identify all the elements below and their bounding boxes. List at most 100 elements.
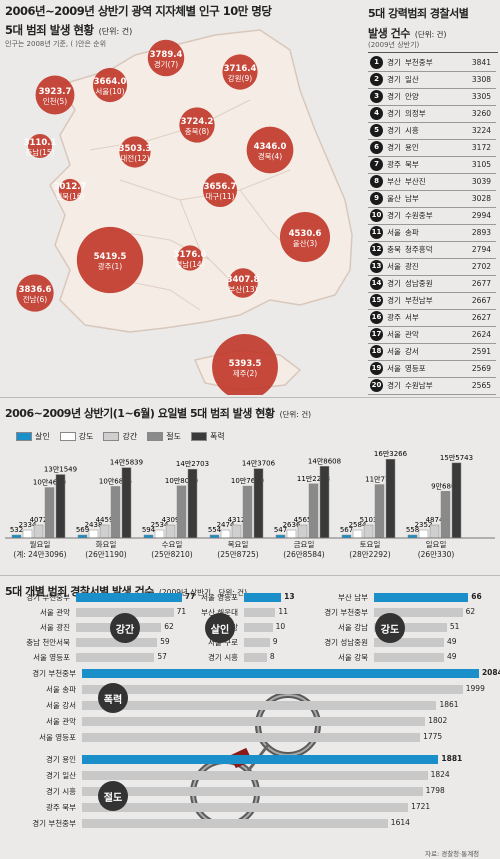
weekday-day: 수요일 bbox=[161, 540, 183, 549]
weekday-bar bbox=[253, 468, 264, 539]
weekday-bar-label: 10만4609 bbox=[33, 478, 66, 487]
weekday-bar-label: 15만5743 bbox=[440, 453, 473, 462]
rank-row: 8 부산 부산진 3039 bbox=[368, 172, 496, 191]
station-label: 경기 용인 bbox=[46, 755, 76, 764]
station-value: 1802 bbox=[428, 716, 448, 725]
crime-badge: 살인 bbox=[205, 613, 235, 643]
weekday-total: (28만2292) bbox=[349, 550, 391, 559]
weekday-bar bbox=[319, 466, 330, 539]
rank-count: 2702 bbox=[471, 261, 491, 271]
weekday-bar-label: 4565 bbox=[294, 516, 312, 524]
station-period: (2009년 상반기, bbox=[158, 588, 214, 597]
legend-item: 폭력 bbox=[190, 431, 225, 442]
map-bubble: 3110.1충남(15) bbox=[24, 133, 56, 159]
rank-section: 5대 강력범죄 경찰서별 발생 건수 (단위: 건) (2009년 상반기) 1… bbox=[366, 0, 500, 395]
bubble-circle bbox=[92, 67, 128, 103]
weekday-bar-label: 14만5839 bbox=[110, 458, 143, 467]
rank-station: 수원중부 bbox=[405, 210, 433, 220]
weekday-bar-label: 4874 bbox=[426, 516, 444, 524]
rank-count: 2627 bbox=[471, 312, 491, 322]
bubble-value: 3716.4 bbox=[224, 64, 257, 74]
map-bubble: 3176.6경남(14) bbox=[174, 245, 207, 271]
legend-item: 강간 bbox=[103, 431, 137, 442]
korea-map: 3789.4경기(7) 3716.4강원(9) 3664.0서울(10) 3923.7… bbox=[16, 29, 353, 395]
rank-number: 4 bbox=[370, 106, 383, 120]
crime-badge: 강간 bbox=[110, 613, 140, 643]
rank-region: 서울 bbox=[387, 363, 401, 373]
weekday-bar bbox=[99, 524, 110, 539]
bubble-region: 부산(13) bbox=[228, 284, 257, 294]
rank-row: 11 서울 송파 2893 bbox=[368, 223, 496, 242]
station-value: 49 bbox=[447, 652, 457, 661]
weekday-bar bbox=[352, 529, 363, 539]
weekday-bar-label: 2534 bbox=[151, 521, 169, 529]
station-bar bbox=[374, 608, 463, 617]
rank-region: 경기 bbox=[387, 210, 401, 220]
weekday-total: (26만330) bbox=[417, 550, 455, 559]
rank-count: 3028 bbox=[471, 193, 491, 203]
weekday-bar-label: 2636 bbox=[283, 521, 301, 529]
station-label: 경기 부천중부 bbox=[32, 819, 76, 828]
weekday-bar-label: 9만6803 bbox=[431, 481, 460, 490]
weekday-bar-label: 547 bbox=[274, 526, 287, 534]
weekday-bar-label: 2438 bbox=[85, 521, 103, 529]
bubble-circle bbox=[58, 178, 82, 202]
section-divider-2 bbox=[0, 575, 500, 576]
bubble-circle bbox=[27, 133, 53, 159]
weekday-bar bbox=[385, 458, 396, 539]
weekday-bar bbox=[88, 529, 99, 539]
station-value: 1721 bbox=[411, 802, 431, 811]
station-value: 77 bbox=[184, 592, 196, 601]
rank-station: 부천남부 bbox=[405, 295, 433, 305]
station-bar bbox=[82, 803, 409, 812]
rank-station: 남부 bbox=[405, 193, 419, 203]
weekday-bar-label: 10만6885 bbox=[99, 476, 132, 485]
station-bar bbox=[76, 608, 174, 617]
station-label: 부산 해운대 bbox=[201, 608, 238, 617]
rank-number: 5 bbox=[370, 123, 383, 137]
station-bar bbox=[374, 623, 447, 632]
rank-station: 강서 bbox=[405, 346, 419, 356]
weekday-day: 목요일 bbox=[227, 540, 249, 549]
map-bubble: 3656.7대구(11) bbox=[202, 172, 238, 208]
weekday-bar-label: 14만8608 bbox=[308, 456, 341, 465]
bubble-circle bbox=[147, 39, 185, 77]
weekday-bar bbox=[242, 485, 253, 539]
rank-count: 2994 bbox=[471, 210, 491, 220]
rank-row: 9 울산 남부 3028 bbox=[368, 189, 496, 208]
rank-row: 7 광주 북부 3105 bbox=[368, 155, 496, 174]
bubble-value: 3176.6 bbox=[174, 250, 207, 260]
weekday-bar bbox=[44, 487, 55, 539]
map-bubble: 3923.7인천(5) bbox=[35, 75, 75, 115]
station-section: 5대 개별 범죄 경찰서별 발생 건수 (2009년 상반기, 단위: 건) 경… bbox=[0, 578, 500, 859]
map-bubble: 5393.5제주(2) bbox=[212, 334, 278, 395]
station-bar bbox=[374, 653, 444, 662]
weekday-day: 금요일 bbox=[293, 540, 315, 549]
station-bar bbox=[244, 653, 267, 662]
bubble-region: 충북(8) bbox=[185, 127, 209, 136]
rank-count: 3224 bbox=[471, 125, 491, 135]
station-label: 부산 남부 bbox=[338, 593, 368, 602]
rank-number: 15 bbox=[370, 293, 383, 307]
legend-label: 살인 bbox=[35, 432, 50, 441]
weekday-bar bbox=[286, 529, 297, 539]
rank-row: 15 경기 부천남부 2667 bbox=[368, 291, 496, 310]
station-value: 71 bbox=[176, 607, 187, 616]
station-value: 11 bbox=[278, 607, 288, 616]
bubble-value: 3407.8 bbox=[227, 275, 260, 285]
weekday-bar bbox=[308, 483, 319, 539]
rank-station: 광진 bbox=[405, 261, 419, 271]
station-value: 62 bbox=[465, 607, 476, 616]
station-bar bbox=[244, 623, 273, 632]
weekday-category: 금요일 (26만8584) bbox=[264, 540, 344, 560]
bubble-region: 경북(4) bbox=[258, 151, 282, 161]
bubble-circle bbox=[228, 268, 258, 298]
rank-station: 청주흥덕 bbox=[405, 244, 433, 254]
weekday-day: 월요일 bbox=[29, 540, 51, 549]
station-bar bbox=[374, 593, 469, 602]
weekday-bar bbox=[55, 474, 66, 539]
station-bar bbox=[244, 593, 282, 602]
rank-count: 3841 bbox=[471, 57, 491, 67]
rank-number: 19 bbox=[370, 361, 383, 375]
bubble-circle bbox=[179, 107, 215, 143]
